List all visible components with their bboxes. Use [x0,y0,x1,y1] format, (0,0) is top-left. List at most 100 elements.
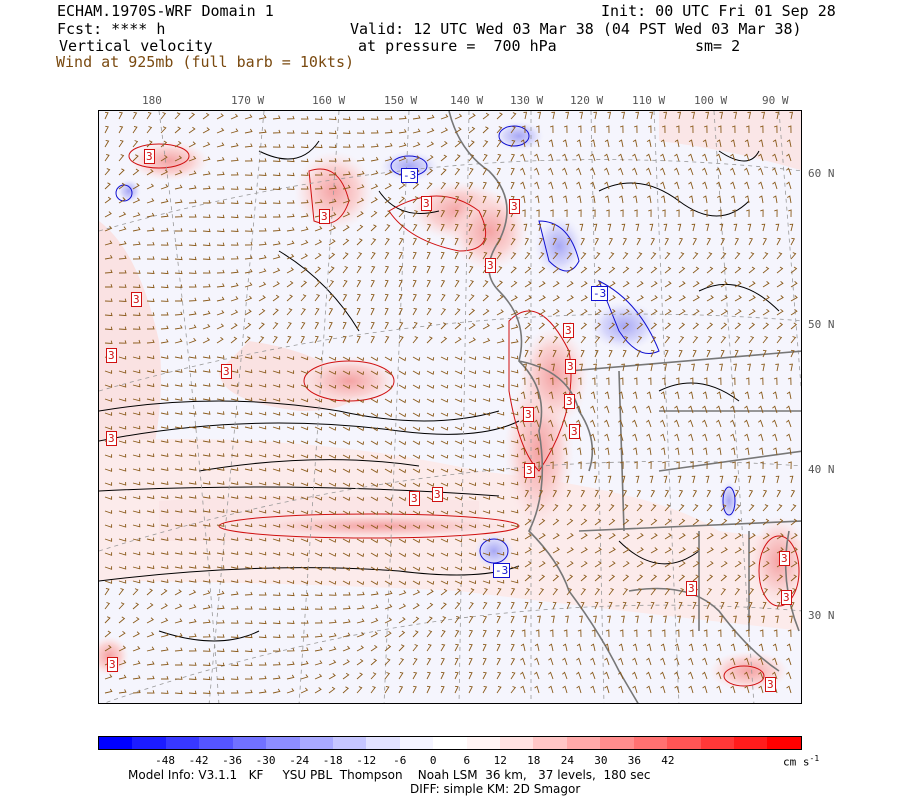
wind-barb [674,181,680,190]
wind-barb [398,307,403,316]
wind-barb [230,242,239,246]
wind-barb [188,256,197,261]
wind-barb [426,510,435,515]
wind-barb [702,181,708,190]
wind-barb [496,467,505,472]
wind-barb [790,308,798,316]
wind-barb [730,685,736,694]
wind-barb [384,590,393,596]
wind-barb [719,223,724,232]
wind-barb [496,355,505,360]
wind-barb [118,579,127,584]
wind-barb [300,687,309,694]
wind-barb [384,169,393,176]
wind-barb [538,504,545,512]
wind-barb [258,336,265,344]
wind-barb [717,629,722,638]
wind-barb [426,128,435,134]
wind-barb [328,280,335,288]
wind-barb [398,237,404,246]
model-domain-title: ECHAM.1970S-WRF Domain 1 [57,2,274,20]
wind-barb [216,453,225,457]
wind-barb [174,439,183,443]
wind-barb [104,254,113,260]
wind-barb [440,440,449,445]
wind-barb [482,126,489,134]
wind-barb [608,601,613,610]
wind-barb [510,579,519,584]
wind-barb [734,504,741,512]
wind-barb [356,580,365,586]
wind-barb [565,223,570,232]
wind-barb [188,523,197,527]
wind-barb [230,662,239,667]
wind-barb [468,602,474,610]
wind-barb [618,685,624,694]
wind-barb [510,266,517,274]
wind-barb [762,504,769,512]
wind-barb [496,397,505,402]
wind-barb [146,565,155,570]
wind-barb [548,153,554,162]
wind-barb [646,657,652,666]
wind-barb [496,209,501,218]
lon-label: 170 W [231,94,265,107]
wind-barb [618,447,624,456]
wind-barb [730,447,736,456]
wind-barb [524,349,529,358]
wind-barb [674,195,680,204]
pressure-level: at pressure = 700 hPa [358,37,557,55]
wind-barb [286,398,295,403]
wind-barb [636,601,641,610]
wind-barb [538,281,546,288]
wind-barb [328,212,337,218]
wind-barb [202,310,211,316]
wind-barb [160,495,169,499]
wind-barb [482,601,488,610]
wind-barb [440,322,447,330]
wind-barb [576,405,582,414]
lon-label: 150 W [384,94,418,107]
wind-barb [454,398,463,403]
wind-barb [691,223,696,232]
wind-barb [300,524,309,529]
wind-barb [216,690,225,694]
wind-barb [646,643,652,652]
wind-barb [538,237,543,246]
wind-barb [734,560,742,568]
wind-barb [132,425,141,430]
wind-barb [562,419,568,428]
wind-barb [328,239,336,246]
wind-barb [650,308,658,316]
wind-barb [548,419,554,428]
wind-barb [202,551,211,555]
wind-barb [548,181,554,190]
wind-barb [664,336,671,344]
wind-barb [566,281,574,288]
wind-barb [468,167,474,176]
wind-barb [258,509,267,514]
wind-barb [146,183,155,190]
wind-barb [496,411,505,416]
wind-barb [314,592,323,596]
wind-barb [496,294,504,302]
wind-barb [468,685,473,694]
wind-barb [678,533,686,540]
wind-barb [398,321,404,330]
wind-barb [398,496,407,502]
wind-barb [384,440,393,446]
wind-barb [104,454,113,458]
wind-barb [775,615,779,624]
wind-barb [773,125,778,134]
wind-barb [118,284,127,288]
wind-barb [272,370,281,374]
wind-barb [314,172,323,176]
wind-barb [608,588,615,596]
wind-barb [384,454,393,460]
wind-barb [534,657,540,666]
wind-barb [786,405,792,414]
wind-barb [258,129,267,134]
wind-barb [188,337,197,344]
wind-barb [720,560,728,568]
wind-barb [454,566,463,571]
